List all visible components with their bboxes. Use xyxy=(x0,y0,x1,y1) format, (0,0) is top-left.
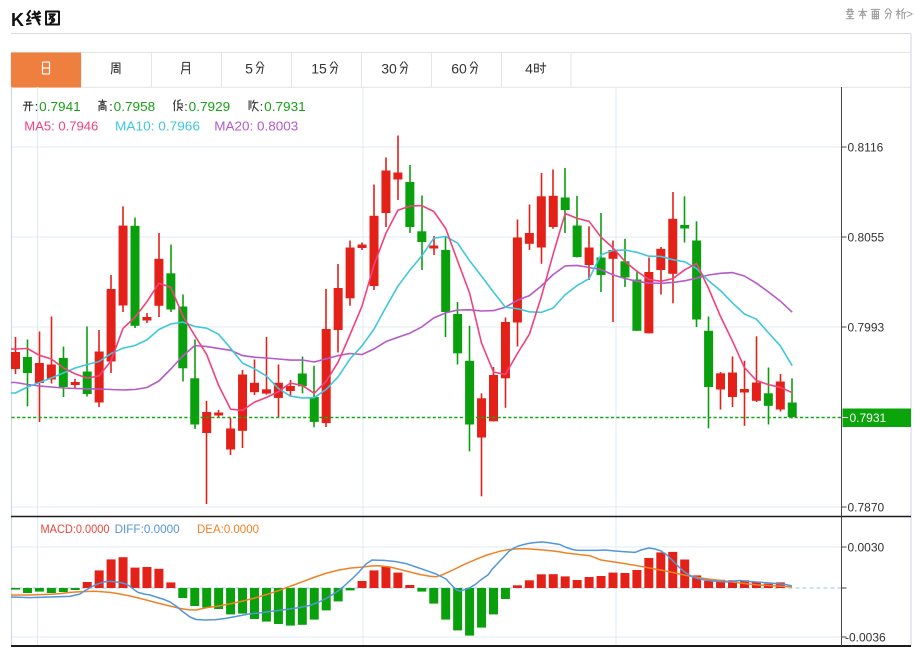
svg-text:0.8055: 0.8055 xyxy=(848,230,885,244)
svg-text:5: 5 xyxy=(245,61,253,77)
svg-text:0.8116: 0.8116 xyxy=(848,140,884,154)
svg-text:0.7931: 0.7931 xyxy=(264,100,306,114)
svg-text:K: K xyxy=(11,10,24,30)
svg-text:MA10: 0.7966: MA10: 0.7966 xyxy=(115,119,200,133)
svg-text::: : xyxy=(260,100,263,114)
svg-text:MA5: 0.7946: MA5: 0.7946 xyxy=(24,119,98,133)
svg-text:0.7958: 0.7958 xyxy=(114,100,156,114)
svg-text:>: > xyxy=(906,7,913,21)
svg-text:0.0030: 0.0030 xyxy=(848,540,885,554)
svg-text::: : xyxy=(184,100,187,114)
svg-text:0.7993: 0.7993 xyxy=(848,320,885,334)
svg-text::: : xyxy=(109,100,112,114)
svg-text:MA20: 0.8003: MA20: 0.8003 xyxy=(214,119,298,133)
svg-text:15: 15 xyxy=(311,61,327,77)
svg-text:4: 4 xyxy=(525,61,533,77)
svg-text:DEA:0.0000: DEA:0.0000 xyxy=(197,522,259,536)
svg-text::: : xyxy=(35,100,38,114)
svg-text:0.7929: 0.7929 xyxy=(189,100,231,114)
svg-text:0.7870: 0.7870 xyxy=(848,500,885,514)
svg-text:0.7931: 0.7931 xyxy=(850,411,887,425)
svg-text:60: 60 xyxy=(451,61,467,77)
svg-text:0.7941: 0.7941 xyxy=(39,100,81,114)
svg-text:MACD:0.0000: MACD:0.0000 xyxy=(41,522,110,536)
svg-text:-0.0036: -0.0036 xyxy=(845,630,886,644)
svg-text:DIFF:0.0000: DIFF:0.0000 xyxy=(115,522,180,536)
svg-text:30: 30 xyxy=(381,61,397,77)
